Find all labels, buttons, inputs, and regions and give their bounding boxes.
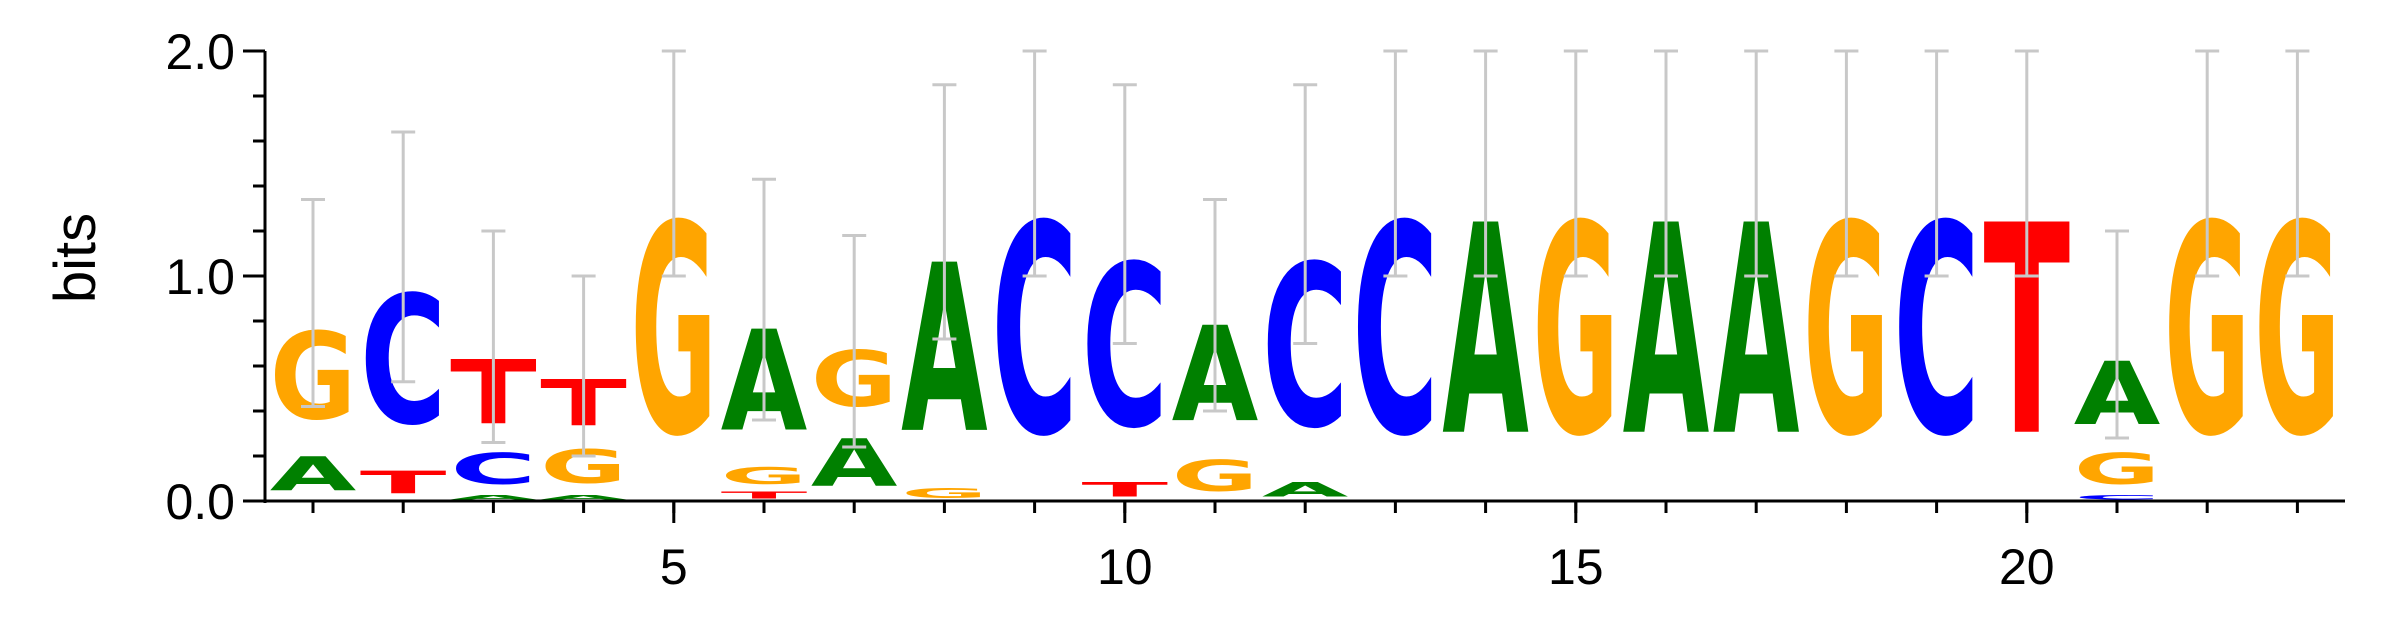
logo-letter-G: G: [1172, 451, 1259, 500]
logo-letter-A: A: [1262, 479, 1349, 501]
error-bar: [842, 234, 867, 449]
error-bar: [661, 49, 686, 278]
error-bar: [2285, 49, 2310, 278]
error-bar: [481, 229, 506, 444]
error-bar: [301, 198, 325, 408]
axes: bits 0.0 1.0 2.0 5 10 15 20: [43, 24, 2345, 595]
error-bar: [752, 177, 776, 422]
error-bar: [1203, 198, 1227, 413]
error-bar: [1563, 49, 1588, 278]
error-bar: [1924, 49, 1949, 278]
error-bar: [1834, 49, 1859, 278]
logo-letter-G: G: [2074, 445, 2161, 494]
y-tick-label: 0.0: [165, 474, 235, 530]
logo-letter-C: C: [450, 445, 537, 494]
error-bar: [1473, 49, 1498, 278]
logo-letter-A: A: [540, 494, 627, 501]
logo-letter-T: T: [721, 490, 808, 501]
logo-letter-T: T: [360, 465, 447, 501]
error-bar: [2105, 229, 2129, 440]
x-tick-label: 15: [1548, 539, 1604, 595]
y-tick-label: 2.0: [165, 24, 235, 80]
logo-letter-A: A: [450, 494, 537, 501]
error-bar: [1744, 49, 1769, 278]
error-bar: [2014, 49, 2039, 278]
error-bar: [1022, 49, 1047, 278]
logo-letter-T: T: [1082, 479, 1169, 501]
x-tick-label: 20: [1999, 539, 2055, 595]
logo-letter-G: G: [901, 485, 988, 501]
y-axis-title: bits: [43, 213, 108, 303]
error-bar: [1293, 83, 1318, 345]
error-bar: [391, 130, 416, 384]
logo-letter-A: A: [270, 448, 357, 501]
error-bar: [1383, 49, 1408, 278]
error-bar: [1112, 83, 1137, 345]
x-tick-label: 10: [1097, 539, 1153, 595]
error-bar: [932, 83, 957, 341]
y-tick-label: 1.0: [165, 249, 235, 305]
x-tick-label: 5: [660, 539, 688, 595]
logo-letter-G: G: [721, 463, 808, 490]
error-bars: [301, 49, 2310, 458]
logo-letter-C: C: [2074, 494, 2161, 501]
error-bar: [1654, 49, 1678, 278]
error-bar: [571, 274, 596, 458]
error-bar: [2195, 49, 2220, 278]
